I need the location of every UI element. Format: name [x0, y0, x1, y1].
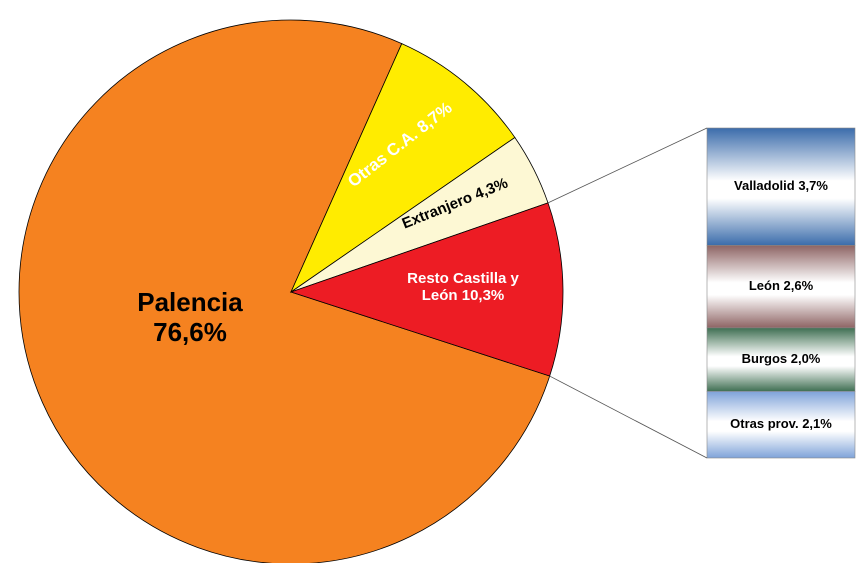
label-value: 2,1%: [802, 415, 832, 431]
data-label: León 2,6%: [707, 277, 855, 294]
label-category: Burgos: [741, 350, 788, 366]
data-label: Valladolid 3,7%: [707, 177, 855, 194]
bar-segment: [706, 245, 856, 329]
label-category: Resto Castilla y León: [407, 270, 519, 305]
label-value: 2,6%: [783, 277, 814, 293]
label-value: 10,3%: [461, 287, 505, 305]
data-label: Burgos 2,0%: [707, 350, 855, 367]
label-category: Valladolid: [734, 177, 795, 193]
label-value: 3,7%: [798, 177, 828, 193]
label-category: León: [748, 277, 780, 293]
pie-slice: [289, 202, 564, 377]
pie-slice: [290, 43, 516, 294]
data-label: Resto Castilla y León 10,3%: [388, 270, 538, 305]
label-category: Otras prov.: [730, 415, 799, 431]
connector: [549, 375, 708, 459]
pie-slice: [18, 19, 551, 563]
bar-segment: [706, 391, 856, 459]
label-category: Palencia: [137, 287, 243, 317]
data-label: Otras prov. 2,1%: [707, 415, 855, 432]
label-value: 2,0%: [790, 350, 821, 366]
label-value: 76,6%: [153, 316, 227, 347]
data-label: Palencia 76,6%: [110, 287, 270, 348]
connector: [547, 127, 708, 204]
bar-segment: [706, 327, 856, 392]
